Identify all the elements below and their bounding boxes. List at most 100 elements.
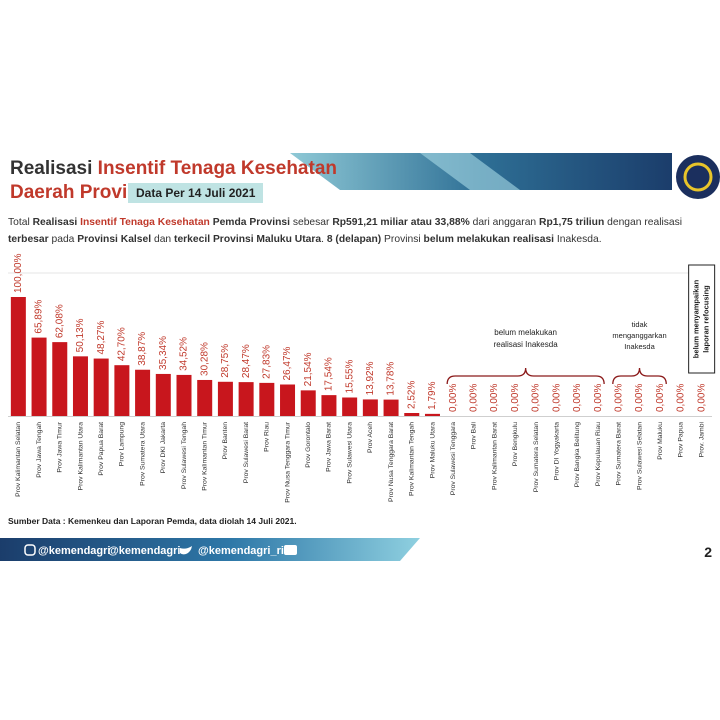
header-stripe: [420, 153, 520, 190]
value-label: 65,89%: [34, 300, 45, 334]
bar: [31, 337, 47, 416]
social-handle: @kemendagri_ri: [198, 545, 284, 557]
value-label: 28,47%: [241, 344, 252, 378]
instagram-icon: [24, 544, 36, 556]
value-label: 0,00%: [551, 384, 562, 412]
text: dan: [151, 234, 175, 245]
x-tick-label: Prov Gorontalo: [305, 422, 312, 468]
text: sebesar: [289, 217, 333, 228]
bar: [238, 382, 254, 416]
bar: [217, 381, 233, 416]
annotation: Inakesda: [624, 342, 655, 351]
bar: [93, 358, 109, 416]
social-handle: @kemendagri: [38, 545, 110, 557]
value-label: 0,00%: [448, 384, 459, 412]
slide: [0, 150, 720, 565]
x-tick-label: Prov Bengkulu: [512, 422, 519, 466]
value-label: 13,78%: [386, 362, 397, 396]
x-tick-label: Prov Sulawesi Selatan: [636, 422, 643, 490]
x-tick-label: Prov Sumatera Utara: [139, 422, 146, 486]
bar: [404, 413, 420, 416]
text: Pemda Provinsi: [209, 217, 290, 228]
x-tick-label: Prov Papua: [678, 422, 685, 458]
bar: [10, 297, 26, 416]
value-label: 50,13%: [75, 318, 86, 352]
value-label: 38,87%: [137, 332, 148, 366]
group-brace: [446, 367, 605, 385]
value-label: 21,54%: [303, 352, 314, 386]
bar: [259, 382, 275, 416]
value-label: 0,00%: [489, 384, 500, 412]
title: Realisasi Insentif Tenaga Kesehatan: [10, 158, 337, 180]
text: terkecil Provinsi Maluku Utara: [174, 234, 322, 245]
x-tick-label: Prov Maluku: [657, 422, 664, 460]
value-label: 62,08%: [54, 304, 65, 338]
value-label: 0,00%: [531, 384, 542, 412]
bar: [300, 390, 316, 416]
bar: [176, 374, 192, 416]
bar: [72, 356, 88, 416]
x-tick-label: Prov Kalimantan Barat: [491, 422, 498, 490]
bar: [135, 369, 151, 416]
x-tick-label: Prov DKI Jakarta: [160, 422, 167, 474]
bar: [197, 379, 213, 416]
title-part: Realisasi: [10, 158, 98, 179]
x-tick-label: Prov Sulawesi Tenggara: [450, 422, 457, 495]
value-label: 0,00%: [613, 384, 624, 412]
x-tick-label: Prov. Jambi: [698, 422, 705, 458]
text: 33,88%: [434, 217, 470, 228]
text: belum melakukan realisasi: [423, 234, 555, 245]
value-label: 13,92%: [365, 361, 376, 395]
text: miliar atau: [377, 217, 435, 228]
value-label: 17,54%: [324, 357, 335, 391]
x-tick-label: Prov Riau: [264, 422, 271, 452]
x-tick-label: Prov Sumatera Barat: [616, 422, 623, 486]
text: dengan realisasi: [604, 217, 683, 228]
text: Total: [8, 217, 33, 228]
value-label: 27,83%: [261, 345, 272, 379]
bar: [280, 384, 296, 416]
value-label: 35,34%: [158, 336, 169, 370]
x-tick-label: Prov Sulawesi Barat: [243, 422, 250, 483]
text: Provinsi: [381, 234, 424, 245]
x-tick-label: Prov Kalimantan Utara: [77, 422, 84, 491]
value-label: 100,00%: [13, 253, 24, 293]
bar: [155, 373, 171, 416]
value-label: 0,00%: [593, 384, 604, 412]
x-tick-label: Prov Nusa Tenggara Timur: [284, 421, 291, 502]
text: Inakesda.: [554, 234, 602, 245]
annotation: tidak: [632, 320, 648, 329]
x-tick-label: Prov Kalimantan Tengah: [409, 422, 416, 496]
text: dari anggaran: [469, 217, 540, 228]
group-brace: [612, 367, 667, 385]
x-tick-label: Prov Nusa Tenggara Barat: [388, 422, 395, 502]
source: Sumber Data : Kemenkeu dan Laporan Pemda…: [8, 516, 297, 526]
x-tick-label: Prov Sumatera Selatan: [533, 422, 540, 492]
title-line-2: Daerah Provinsi: [10, 182, 155, 203]
bar: [424, 413, 440, 416]
bar: [362, 399, 378, 416]
x-tick-label: Prov Maluku Utara: [429, 422, 436, 479]
annotation: laporan refocusing: [702, 285, 711, 353]
text: Rp1,75 triliun: [539, 217, 605, 228]
value-label: 0,00%: [469, 384, 480, 412]
text: .: [321, 234, 327, 245]
text: Insentif Tenaga Kesehatan: [80, 217, 210, 228]
social-handle: @kemendagri: [108, 545, 180, 557]
x-tick-label: Prov Kalimantan Timur: [202, 421, 209, 490]
text: 8 (delapan): [326, 234, 382, 245]
annotation: belum menyampaikan: [692, 279, 701, 358]
x-tick-label: Prov Aceh: [367, 422, 374, 453]
value-label: 26,47%: [282, 346, 293, 380]
footer-band: [0, 538, 420, 561]
bar: [114, 365, 130, 416]
x-tick-label: Prov Lampung: [119, 422, 126, 466]
x-tick-label: Prov Sulawesi Utara: [346, 422, 353, 484]
bar: [321, 395, 337, 416]
x-tick-label: Prov Jawa Timur: [57, 421, 64, 472]
twitter-icon: [180, 546, 192, 555]
text: pada: [48, 234, 78, 245]
x-tick-label: Prov Sulawesi Tengah: [181, 422, 188, 489]
page-number: 2: [704, 544, 712, 560]
